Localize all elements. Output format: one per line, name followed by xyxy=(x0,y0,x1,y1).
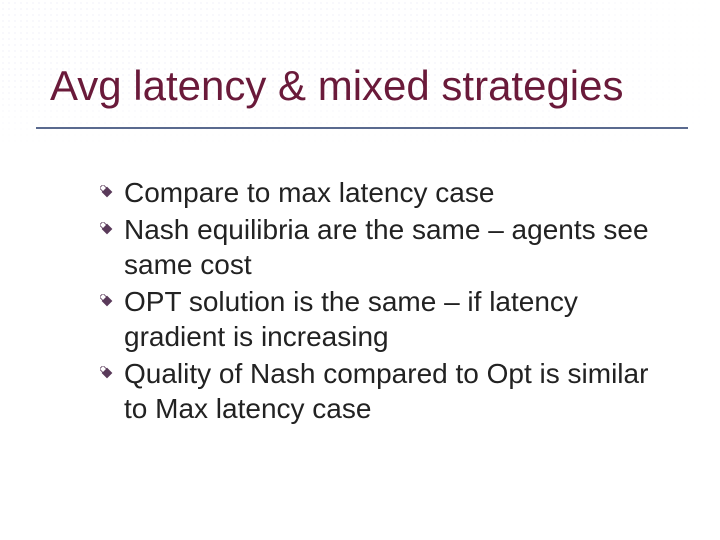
list-item: Nash equilibria are the same – agents se… xyxy=(100,212,660,282)
diamond-bullet-icon xyxy=(100,185,114,199)
diamond-bullet-icon xyxy=(100,366,114,380)
list-item-text: OPT solution is the same – if latency gr… xyxy=(124,284,660,354)
diamond-bullet-icon xyxy=(100,294,114,308)
slide-title: Avg latency & mixed strategies xyxy=(50,62,690,110)
list-item: Quality of Nash compared to Opt is simil… xyxy=(100,356,660,426)
diamond-bullet-icon xyxy=(100,222,114,236)
list-item-text: Quality of Nash compared to Opt is simil… xyxy=(124,356,660,426)
body-list: Compare to max latency caseNash equilibr… xyxy=(100,175,660,428)
list-item-text: Nash equilibria are the same – agents se… xyxy=(124,212,660,282)
slide: Avg latency & mixed strategies Compare t… xyxy=(0,0,720,540)
list-item: OPT solution is the same – if latency gr… xyxy=(100,284,660,354)
list-item-text: Compare to max latency case xyxy=(124,175,494,210)
list-item: Compare to max latency case xyxy=(100,175,660,210)
title-underline xyxy=(36,127,688,129)
